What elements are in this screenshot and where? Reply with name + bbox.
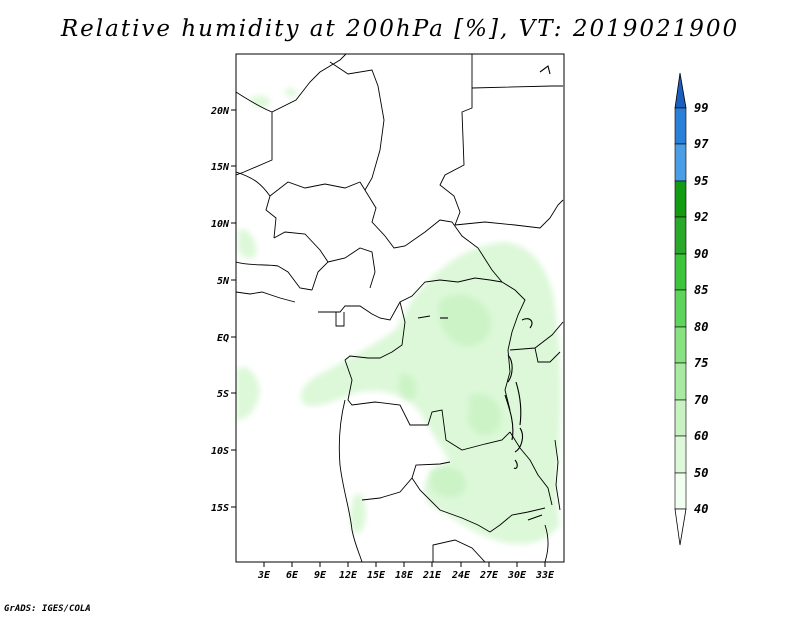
colorbar-segment-97-99 bbox=[674, 107, 687, 145]
lat-label-15n: 15N bbox=[211, 162, 230, 173]
colorbar-label-99: 99 bbox=[694, 101, 708, 115]
colorbar-label-40: 40 bbox=[694, 502, 708, 516]
colorbar-segment-50-60 bbox=[674, 435, 687, 474]
colorbar: 99 97 95 92 90 85 80 75 70 60 50 40 bbox=[674, 72, 709, 546]
lat-label-eq: EQ bbox=[217, 333, 229, 344]
lon-label-33e: 33E bbox=[535, 570, 555, 581]
lat-label-5s: 5S bbox=[217, 389, 229, 400]
colorbar-label-50: 50 bbox=[694, 466, 708, 480]
lat-label-10s: 10S bbox=[211, 446, 229, 457]
lakes bbox=[417, 65, 551, 521]
lon-label-3e: 3E bbox=[257, 570, 271, 581]
colorbar-label-75: 75 bbox=[694, 356, 708, 370]
lon-label-30e: 30E bbox=[507, 570, 527, 581]
lat-label-5n: 5N bbox=[217, 276, 230, 287]
colorbar-segment-95-97 bbox=[674, 143, 687, 182]
colorbar-segment-bottom-triangle bbox=[674, 508, 687, 546]
colorbar-label-95: 95 bbox=[694, 174, 708, 188]
lon-label-12e: 12E bbox=[339, 570, 358, 581]
lon-label-24e: 24E bbox=[451, 570, 471, 581]
lon-label-6e: 6E bbox=[286, 570, 299, 581]
lon-label-9e: 9E bbox=[314, 570, 327, 581]
colorbar-segment-80-85 bbox=[674, 289, 687, 328]
lon-label-15e: 15E bbox=[367, 570, 386, 581]
lat-label-20n: 20N bbox=[210, 106, 230, 117]
lat-label-10n: 10N bbox=[211, 219, 230, 230]
colorbar-segment-75-80 bbox=[674, 326, 687, 364]
colorbar-label-60: 60 bbox=[694, 429, 708, 443]
lon-label-27e: 27E bbox=[479, 570, 499, 581]
colorbar-label-85: 85 bbox=[694, 283, 708, 297]
credit-text: GrADS: IGES/COLA bbox=[4, 604, 91, 614]
colorbar-segment-60-70 bbox=[674, 399, 687, 437]
lon-label-21e: 21E bbox=[422, 570, 442, 581]
colorbar-segment-40-50 bbox=[674, 472, 687, 510]
colorbar-segment-92-95 bbox=[674, 180, 687, 218]
map-frame bbox=[235, 53, 565, 563]
country-borders bbox=[236, 54, 564, 562]
colorbar-segment-90-92 bbox=[674, 216, 687, 255]
latitude-axis: 20N 15N 10N 5N EQ 5S 10S 15S bbox=[210, 106, 236, 514]
colorbar-label-80: 80 bbox=[694, 320, 708, 334]
chart-title: Relative humidity at 200hPa [%], VT: 201… bbox=[60, 16, 740, 42]
colorbar-label-97: 97 bbox=[694, 137, 709, 151]
colorbar-label-70: 70 bbox=[694, 393, 708, 407]
colorbar-segment-top-triangle bbox=[674, 72, 687, 109]
colorbar-label-92: 92 bbox=[694, 210, 708, 224]
longitude-axis: 3E 6E 9E 12E 15E 18E 21E 24E 27E 30E 33E bbox=[257, 562, 555, 581]
colorbar-segment-85-90 bbox=[674, 253, 687, 291]
colorbar-label-90: 90 bbox=[694, 247, 708, 261]
lat-label-15s: 15S bbox=[211, 503, 229, 514]
lon-label-18e: 18E bbox=[395, 570, 414, 581]
humidity-shading bbox=[236, 88, 561, 545]
colorbar-segment-70-75 bbox=[674, 362, 687, 401]
